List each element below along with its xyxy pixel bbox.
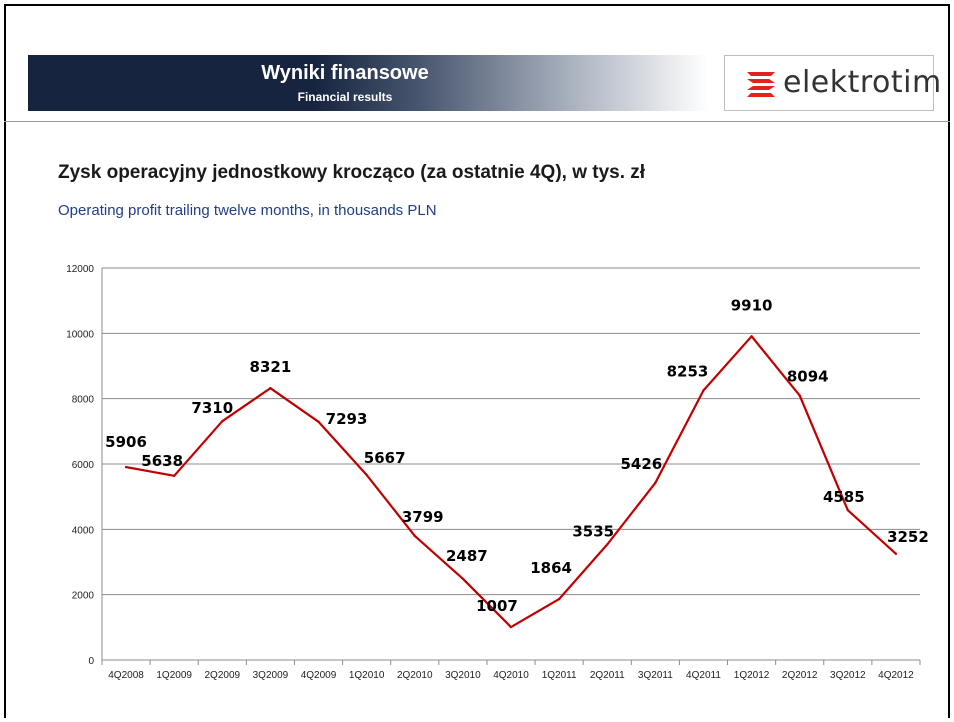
logo-stripe [747, 72, 775, 76]
y-tick-label: 4000 [72, 525, 95, 536]
data-point [702, 389, 705, 392]
elektrotim-logo-icon [747, 72, 775, 97]
data-point [221, 420, 224, 423]
x-tick-label: 4Q2010 [493, 670, 529, 681]
data-point [413, 534, 416, 538]
chart-subtitle: Operating profit trailing twelve months,… [58, 202, 437, 219]
data-label: 3535 [572, 523, 614, 541]
logo-stripe [747, 86, 775, 90]
data-point [172, 474, 176, 478]
data-label: 8094 [787, 368, 829, 386]
y-tick-label: 8000 [72, 395, 95, 406]
data-point [557, 597, 561, 601]
x-tick-label: 1Q2010 [349, 670, 385, 681]
y-tick-label: 0 [88, 656, 94, 667]
x-tick-label: 3Q2012 [830, 670, 866, 681]
data-label: 4585 [823, 488, 865, 506]
data-point [894, 552, 898, 555]
operating-profit-line-chart: 0 2000 4000 6000 8000 10000 12000 4Q2008 1Q2009 2… [66, 264, 929, 681]
data-label: 9910 [731, 296, 773, 314]
x-tick-label: 2Q2010 [397, 670, 433, 681]
x-tick-label: 4Q2011 [686, 670, 721, 681]
x-tick-label: 3Q2010 [445, 670, 481, 681]
series-line [125, 335, 897, 629]
x-tick-label: 4Q2012 [878, 670, 914, 681]
data-point [606, 543, 609, 546]
slide-frame [4, 4, 950, 718]
x-tick-label: 3Q2009 [253, 670, 289, 681]
data-point [461, 577, 465, 580]
y-tick-label: 6000 [72, 460, 95, 471]
x-tick-label: 1Q2011 [542, 670, 577, 681]
logo-stripe [747, 93, 775, 97]
data-point [509, 625, 513, 629]
y-tick-label: 12000 [66, 264, 94, 275]
data-label: 5426 [620, 455, 662, 473]
data-point [798, 394, 801, 397]
x-tick-label: 2Q2011 [590, 670, 625, 681]
x-tick-label: 4Q2008 [108, 670, 144, 681]
y-tick-label: 10000 [66, 329, 94, 340]
header-banner [28, 55, 708, 111]
x-tick-label: 1Q2012 [734, 670, 770, 681]
logo-stripe [747, 79, 775, 83]
x-tick-label: 4Q2009 [301, 670, 337, 681]
header-divider [4, 121, 950, 122]
data-label: 5667 [364, 449, 406, 467]
y-tick-label: 2000 [72, 591, 95, 602]
data-point [654, 481, 657, 484]
data-label: 3799 [402, 508, 444, 526]
data-point [365, 473, 368, 477]
x-tick-label: 2Q2009 [204, 670, 240, 681]
data-point [846, 509, 850, 512]
header-title: Wyniki finansowe [261, 62, 429, 84]
data-label: 1007 [476, 597, 518, 615]
x-tick-label: 3Q2011 [638, 670, 673, 681]
data-label: 3252 [887, 528, 929, 546]
x-tick-label: 1Q2009 [156, 670, 192, 681]
data-label: 8321 [250, 358, 292, 376]
data-label: 7310 [191, 399, 233, 417]
data-label: 5906 [105, 433, 147, 451]
data-point [124, 465, 128, 469]
data-label: 2487 [446, 547, 488, 565]
data-label: 1864 [530, 559, 572, 577]
logo-text: elektrotim [783, 65, 942, 100]
data-label: 7293 [326, 410, 368, 428]
data-point [317, 420, 320, 423]
company-logo: elektrotim [724, 55, 941, 111]
data-label: 8253 [667, 362, 709, 380]
header-subtitle: Financial results [297, 90, 393, 104]
chart-title: Zysk operacyjny jednostkowy krocząco (za… [58, 162, 646, 183]
data-label: 5638 [141, 452, 183, 470]
data-point [269, 386, 272, 390]
data-point [750, 335, 753, 338]
x-tick-label: 2Q2012 [782, 670, 818, 681]
